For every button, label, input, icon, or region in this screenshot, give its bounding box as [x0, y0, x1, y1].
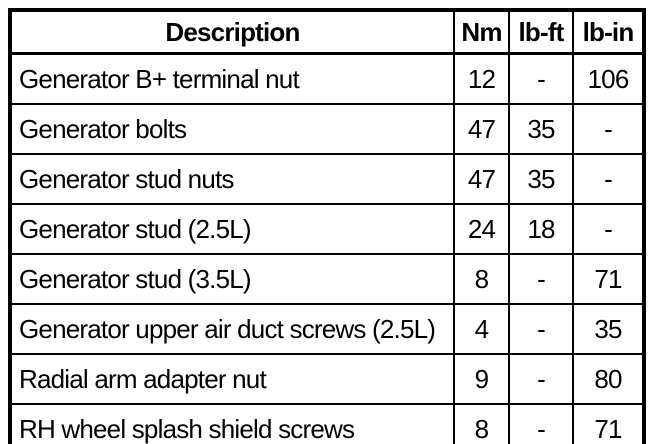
cell-lbin: - [572, 203, 645, 255]
cell-lbft: - [508, 353, 574, 405]
cell-nm: 8 [453, 403, 510, 444]
header-lbft: lb-ft [508, 9, 574, 55]
table-row: Generator B+ terminal nut 12 - 106 [9, 52, 645, 105]
cell-description: RH wheel splash shield screws [9, 403, 455, 444]
cell-nm: 4 [453, 303, 510, 355]
header-description: Description [9, 9, 455, 55]
cell-lbin: 71 [572, 253, 645, 305]
header-nm: Nm [453, 9, 510, 55]
cell-lbft: 35 [508, 153, 574, 205]
table-row: Generator stud nuts 47 35 - [9, 153, 645, 205]
table-row: Generator stud (2.5L) 24 18 - [9, 203, 645, 255]
cell-lbin: 35 [572, 303, 645, 355]
cell-lbin: 71 [572, 403, 645, 444]
table-row: Generator bolts 47 35 - [9, 103, 645, 155]
cell-lbft: - [508, 253, 574, 305]
cell-nm: 47 [453, 153, 510, 205]
cell-description: Generator stud nuts [9, 153, 455, 205]
cell-description: Radial arm adapter nut [9, 353, 455, 405]
torque-spec-table: Description Nm lb-ft lb-in Generator B+ … [8, 8, 646, 444]
cell-lbft: 35 [508, 103, 574, 155]
cell-lbin: - [572, 103, 645, 155]
table-row: RH wheel splash shield screws 8 - 71 [9, 403, 645, 444]
cell-lbin: 106 [572, 52, 645, 105]
cell-description: Generator stud (2.5L) [9, 203, 455, 255]
cell-lbft: - [508, 303, 574, 355]
table-header-row: Description Nm lb-ft lb-in [9, 9, 645, 55]
table-row: Radial arm adapter nut 9 - 80 [9, 353, 645, 405]
cell-nm: 8 [453, 253, 510, 305]
cell-description: Generator B+ terminal nut [9, 52, 455, 105]
cell-lbin: - [572, 153, 645, 205]
table-row: Generator upper air duct screws (2.5L) 4… [9, 303, 645, 355]
cell-nm: 47 [453, 103, 510, 155]
cell-nm: 24 [453, 203, 510, 255]
cell-nm: 12 [453, 52, 510, 105]
cell-description: Generator bolts [9, 103, 455, 155]
header-lbin: lb-in [572, 9, 645, 55]
cell-lbft: 18 [508, 203, 574, 255]
cell-lbft: - [508, 403, 574, 444]
cell-lbft: - [508, 52, 574, 105]
cell-nm: 9 [453, 353, 510, 405]
table-row: Generator stud (3.5L) 8 - 71 [9, 253, 645, 305]
cell-lbin: 80 [572, 353, 645, 405]
cell-description: Generator stud (3.5L) [9, 253, 455, 305]
cell-description: Generator upper air duct screws (2.5L) [9, 303, 455, 355]
